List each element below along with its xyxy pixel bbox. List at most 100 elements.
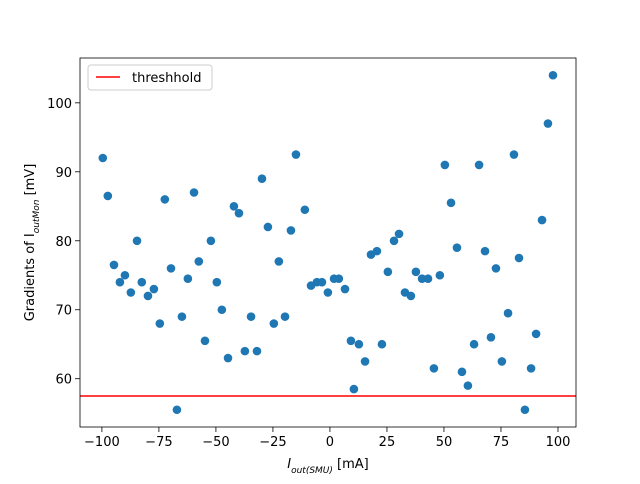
y-axis-label-part: [mV]	[23, 164, 38, 200]
point	[531, 329, 541, 339]
point	[537, 215, 547, 225]
point	[194, 257, 204, 266]
x-tick-label: −50	[202, 435, 229, 450]
point	[137, 277, 147, 287]
point	[514, 253, 524, 263]
point	[149, 284, 159, 294]
x-tick-label: 75	[493, 435, 510, 450]
point	[126, 288, 136, 297]
point	[323, 288, 333, 297]
y-tick-label: 90	[55, 166, 72, 181]
point	[491, 264, 501, 273]
point	[263, 222, 273, 232]
point	[377, 339, 387, 349]
y-axis-label-part: outMon	[32, 199, 42, 233]
point	[469, 339, 479, 349]
point	[503, 308, 513, 318]
point	[474, 160, 484, 170]
y-tick-label: 70	[55, 304, 72, 319]
point	[206, 236, 216, 246]
point	[280, 312, 290, 321]
x-tick-label: −75	[145, 435, 172, 450]
point	[115, 277, 125, 287]
point	[132, 236, 142, 246]
point	[446, 198, 456, 208]
point	[223, 353, 233, 363]
x-tick-label: 50	[436, 435, 453, 450]
x-tick-label: −25	[259, 435, 286, 450]
point	[463, 381, 473, 390]
y-axis-label-part: Gradients of I	[23, 233, 38, 321]
x-tick-label: 0	[326, 435, 334, 450]
point	[160, 195, 170, 204]
point	[166, 264, 176, 273]
point	[548, 70, 558, 80]
point	[98, 153, 108, 163]
y-tick-label: 60	[55, 373, 72, 388]
point	[286, 226, 296, 235]
x-tick-label: −100	[84, 435, 120, 450]
point	[317, 277, 327, 287]
point	[257, 174, 267, 184]
legend-label: threshhold	[132, 71, 201, 86]
point	[177, 312, 187, 321]
point	[172, 405, 182, 415]
point	[435, 270, 445, 280]
point	[480, 246, 490, 256]
point	[291, 150, 301, 159]
point	[200, 336, 210, 346]
y-tick-label: 100	[47, 97, 72, 112]
axes-frame	[79, 57, 577, 428]
point	[406, 291, 416, 301]
point	[360, 357, 370, 366]
point	[394, 229, 404, 239]
point	[383, 267, 393, 277]
point	[217, 305, 227, 315]
point	[252, 346, 262, 356]
point	[334, 274, 344, 284]
point	[189, 188, 199, 197]
point	[411, 267, 421, 277]
x-axis-label-part: I	[287, 457, 291, 472]
y-axis-label: Gradients of IoutMon [mV]	[23, 164, 42, 322]
point	[212, 277, 222, 287]
point	[229, 201, 239, 211]
point	[497, 357, 507, 366]
point	[543, 119, 553, 128]
point	[440, 160, 450, 170]
x-axis-label-part: out(SMU)	[291, 466, 333, 476]
point	[269, 319, 279, 328]
x-axis-label: Iout(SMU) [mA]	[287, 457, 369, 476]
point	[246, 312, 256, 321]
point	[109, 260, 119, 270]
point	[103, 191, 113, 201]
point	[486, 333, 496, 342]
point	[274, 257, 284, 266]
point	[155, 319, 165, 328]
point	[452, 243, 462, 252]
x-tick-label: 100	[546, 435, 571, 450]
point	[300, 205, 310, 215]
point	[120, 270, 130, 280]
point	[234, 208, 244, 218]
point	[423, 274, 433, 284]
point	[346, 336, 356, 346]
y-tick-label: 80	[55, 235, 72, 250]
x-axis-label-part: [mA]	[333, 457, 369, 472]
point	[389, 236, 399, 246]
point	[240, 346, 250, 356]
x-tick-label: 25	[379, 435, 396, 450]
point	[372, 246, 382, 256]
legend-box	[87, 64, 213, 91]
point	[429, 364, 439, 373]
point	[349, 384, 359, 394]
point	[183, 274, 193, 284]
point	[457, 367, 467, 377]
point	[143, 291, 153, 301]
point	[520, 405, 530, 415]
point	[340, 284, 350, 294]
point	[509, 150, 519, 159]
point	[526, 364, 536, 373]
point	[354, 339, 364, 349]
